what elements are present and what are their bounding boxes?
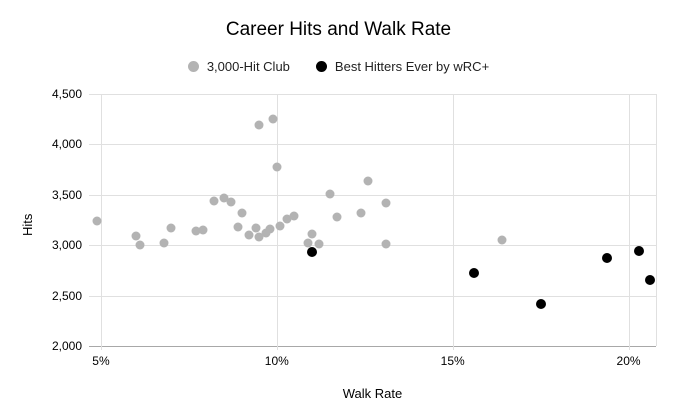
y-tick-label: 4,000: [51, 137, 82, 152]
data-point-hit-club: [92, 216, 102, 226]
data-point-hit-club: [363, 176, 373, 186]
data-point-hit-club: [268, 114, 278, 124]
chart-title: Career Hits and Walk Rate: [225, 19, 452, 40]
y-gridline: [89, 194, 656, 196]
data-point-hit-club: [272, 162, 282, 172]
data-point-hit-club: [303, 238, 313, 248]
data-point-hit-club: [325, 189, 335, 199]
data-point-best-hitter: [307, 247, 317, 258]
legend-item-hit-club: 3,000-Hit Club: [187, 58, 290, 74]
data-point-best-hitter: [535, 298, 546, 309]
data-point-hit-club: [282, 214, 292, 224]
data-point-hit-club: [254, 120, 264, 130]
data-point-hit-club: [135, 240, 145, 250]
data-point-hit-club: [219, 193, 229, 203]
data-point-hit-club: [356, 208, 366, 218]
y-gridline: [89, 346, 656, 347]
data-point-best-hitter: [644, 274, 655, 285]
data-point-hit-club: [289, 211, 299, 221]
x-tick-label: 5%: [92, 354, 110, 368]
y-tick-label: 2,500: [51, 288, 82, 303]
data-point-hit-club: [497, 235, 507, 245]
plot-right-border: [656, 94, 657, 346]
x-gridline: [452, 94, 454, 350]
data-point-best-hitter: [634, 246, 645, 257]
y-gridline: [89, 295, 656, 297]
data-point-hit-club: [254, 232, 264, 242]
x-tick-label: 10%: [264, 354, 289, 368]
data-point-hit-club: [237, 208, 247, 218]
y-tick-label: 3,000: [51, 238, 82, 253]
x-tick-label: 20%: [616, 354, 641, 368]
y-axis-title: Hits: [20, 213, 35, 236]
y-tick-label: 3,500: [51, 187, 82, 202]
data-point-hit-club: [226, 197, 236, 207]
legend-label-hit-club: 3,000-Hit Club: [206, 58, 290, 74]
data-point-hit-club: [166, 223, 176, 233]
data-point-hit-club: [314, 239, 324, 249]
data-point-hit-club: [251, 223, 261, 233]
data-point-hit-club: [244, 230, 254, 240]
y-gridline: [89, 245, 656, 247]
data-point-best-hitter: [468, 268, 479, 279]
y-tick-label: 2,000: [51, 339, 82, 353]
data-point-hit-club: [332, 212, 342, 222]
y-gridline: [89, 144, 656, 146]
legend-dot-black-icon: [315, 60, 327, 72]
legend-item-best-hitters: Best Hitters Ever by wRC+: [315, 58, 490, 74]
x-axis-title: Walk Rate: [342, 386, 403, 401]
data-point-hit-club: [381, 239, 391, 249]
data-point-hit-club: [307, 229, 317, 239]
chart-legend: 3,000-Hit Club Best Hitters Ever by wRC+: [0, 58, 677, 74]
data-point-hit-club: [209, 196, 218, 206]
x-tick-label: 15%: [440, 354, 465, 368]
y-tick-label: 4,500: [51, 87, 82, 101]
data-point-hit-club: [131, 231, 141, 241]
x-gridline: [628, 94, 630, 350]
data-point-hit-club: [159, 238, 169, 248]
plot-area: 2,000 2,500 3,000 3,500 4,000 4,500 5% 10% 15% 20…: [52, 87, 657, 368]
data-point-hit-club: [233, 222, 243, 232]
data-point-hit-club: [191, 226, 201, 236]
legend-dot-gray-icon: [187, 60, 199, 72]
data-point-hit-club: [381, 198, 391, 208]
y-gridline: [89, 94, 656, 95]
data-point-best-hitter: [602, 252, 613, 263]
data-point-hit-club: [275, 221, 285, 231]
legend-label-best-hitters: Best Hitters Ever by wRC+: [334, 58, 490, 74]
data-point-hit-club: [265, 224, 275, 234]
data-point-hit-club: [198, 225, 208, 235]
